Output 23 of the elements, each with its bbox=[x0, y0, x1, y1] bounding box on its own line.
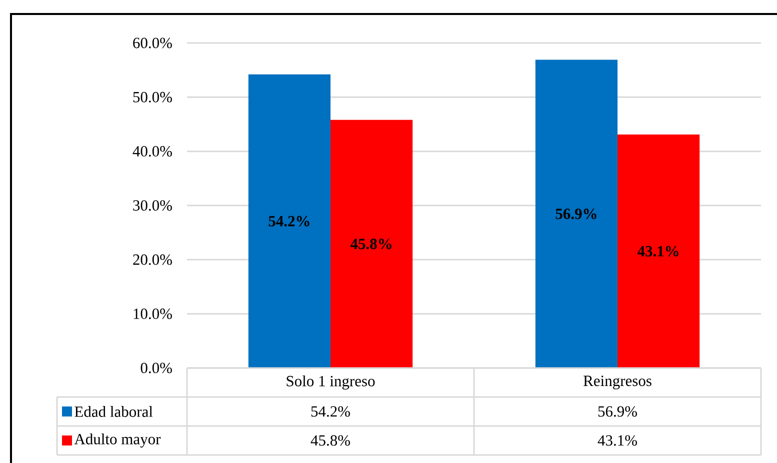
bar bbox=[330, 120, 413, 368]
text: 54.2% bbox=[268, 216, 310, 226]
y-tick-label: 10.0% bbox=[134, 308, 172, 320]
legend-label: Adulto mayor bbox=[74, 433, 161, 448]
data-label: 43.1% bbox=[598, 435, 637, 446]
y-tick-label: 60.0% bbox=[133, 38, 172, 48]
bar bbox=[535, 60, 618, 368]
text: 43.1% bbox=[637, 246, 678, 257]
data-label: 45.8% bbox=[310, 435, 350, 446]
y-tick-label: 50.0% bbox=[133, 92, 172, 102]
bar bbox=[248, 74, 331, 368]
x-tick-label: Reingresos bbox=[584, 376, 652, 390]
text: 45.8% bbox=[350, 238, 392, 250]
y-tick-label: 0.0% bbox=[140, 362, 172, 374]
legend-label: Edad laboral bbox=[74, 406, 153, 417]
y-tick-label: 30.0% bbox=[133, 200, 172, 211]
data-label: 54.2% bbox=[311, 406, 350, 417]
y-tick-label: 40.0% bbox=[132, 146, 172, 157]
text: 56.9% bbox=[556, 208, 596, 220]
y-tick-label: 20.0% bbox=[133, 254, 172, 265]
x-tick-label: Solo 1 ingreso bbox=[286, 375, 375, 390]
bar bbox=[618, 134, 700, 368]
data-label: 56.9% bbox=[598, 406, 637, 417]
